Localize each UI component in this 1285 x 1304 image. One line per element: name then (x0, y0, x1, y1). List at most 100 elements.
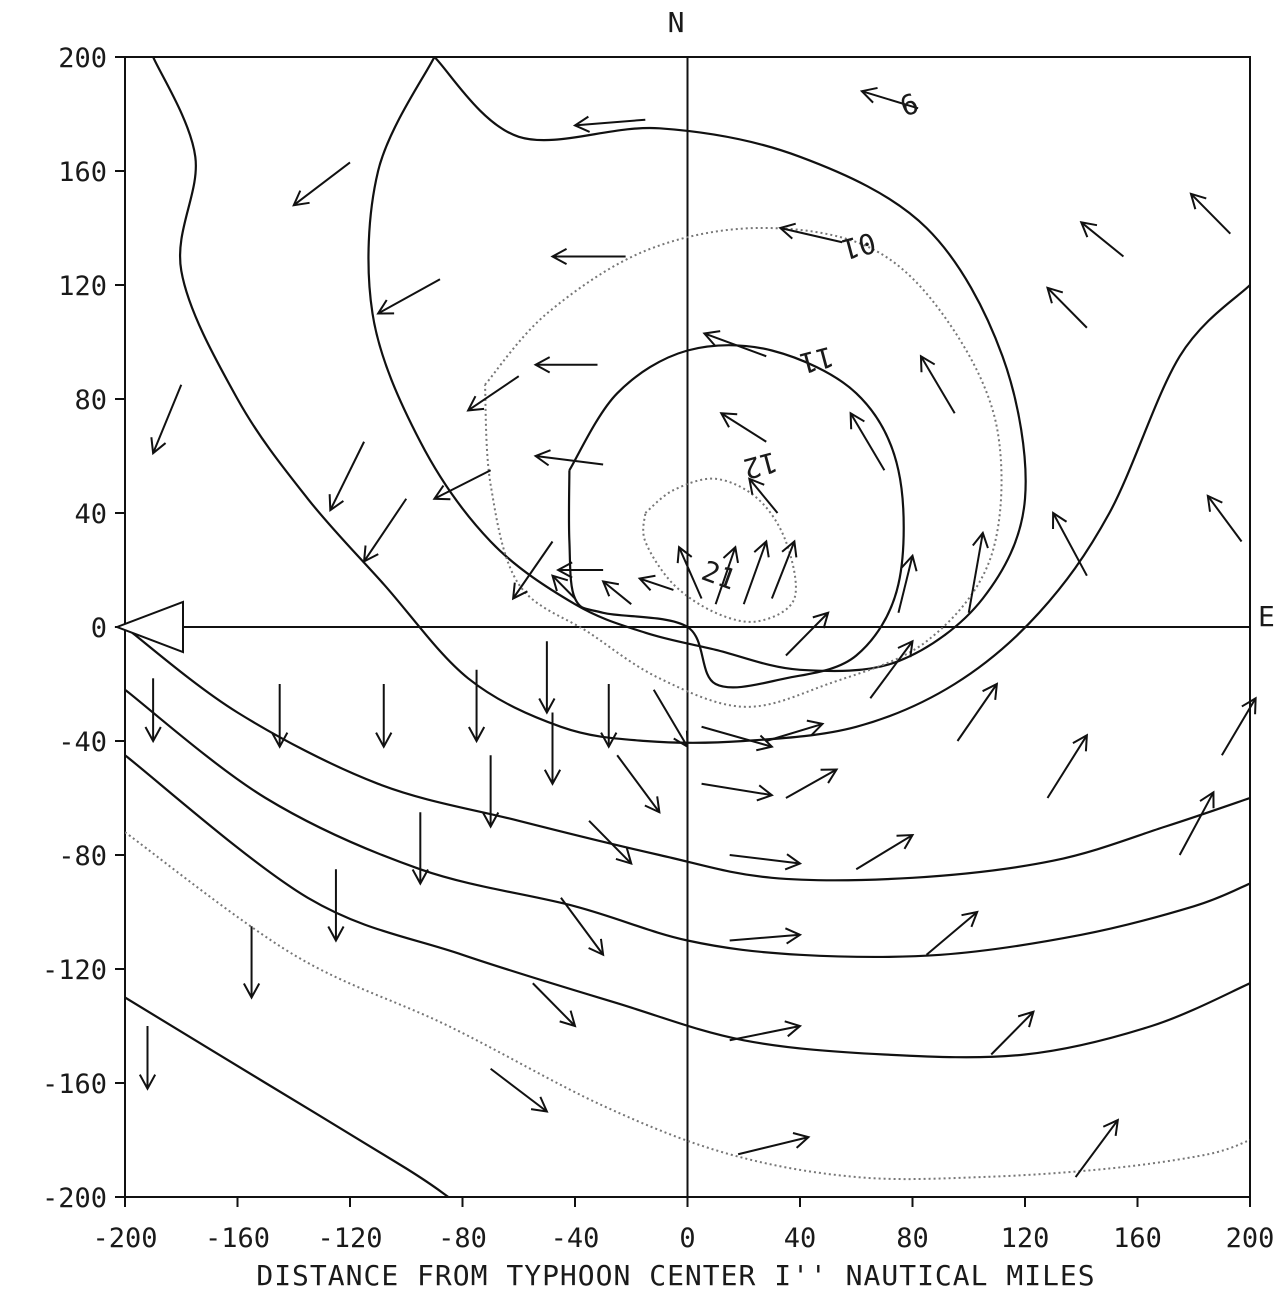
contour-line (567, 344, 905, 689)
contour-line (125, 626, 1250, 882)
wind-vectors (138, 86, 1257, 1178)
y-tick-label: 40 (74, 499, 107, 530)
contour-labels: 6 01 11 12 21 (697, 87, 922, 597)
wind-vector-arrow (897, 553, 918, 613)
wind-vector-arrow (1079, 220, 1125, 258)
wind-vector-arrow (748, 477, 779, 514)
axis-ticks: -200 -160 -120 -80 -40 0 40 80 120 160 20020016012… (42, 43, 1274, 1254)
wind-vector-arrow (737, 1132, 811, 1156)
north-label: N (668, 6, 685, 39)
contour-line (125, 688, 1250, 959)
wind-vector-arrow (919, 354, 956, 414)
wind-vector-arrow (1221, 696, 1257, 756)
wind-vector-arrow (432, 469, 492, 501)
wind-vector-arrow (482, 755, 500, 829)
wind-vector-arrow (550, 247, 626, 266)
wind-vector-arrow (714, 545, 739, 605)
wind-vector-arrow (243, 926, 261, 1000)
storm-motion-triangle (114, 600, 184, 654)
wind-vector-arrow (1206, 494, 1243, 543)
x-tick-label: -160 (205, 1223, 270, 1254)
wind-vector-arrow (376, 278, 441, 315)
wind-vector-arrow (778, 222, 843, 244)
wind-vector-arrow (637, 574, 674, 591)
wind-vector-arrow (601, 580, 632, 605)
x-tick-label: -200 (92, 1223, 157, 1254)
contour-line-dotted (125, 831, 1250, 1181)
wind-vector-arrow (600, 684, 618, 749)
wind-vector-arrow (533, 449, 604, 467)
wind-vector-arrow (849, 411, 886, 471)
typhoon-center-marker (114, 600, 184, 654)
x-tick-label: 160 (1113, 1223, 1162, 1254)
wind-vector-arrow (556, 561, 604, 579)
contour-label: 11 (796, 339, 837, 380)
wind-vector-arrow (859, 86, 919, 110)
wind-vector-arrow (925, 910, 979, 956)
y-tick-label: -40 (58, 727, 107, 758)
y-tick-label: -80 (58, 841, 107, 872)
wind-vector-arrow (411, 812, 429, 886)
wind-vector-arrow (742, 539, 770, 605)
wind-vector-arrow (1074, 1118, 1120, 1178)
y-tick-label: 200 (58, 43, 107, 74)
y-tick-label: -200 (42, 1183, 107, 1214)
wind-vector-arrow (1189, 192, 1232, 235)
x-tick-label: 40 (784, 1223, 817, 1254)
x-tick-label: -120 (317, 1223, 382, 1254)
wind-vector-arrow (588, 820, 633, 866)
wind-vector-arrow (719, 412, 767, 443)
wind-vector-arrow (729, 1020, 803, 1042)
wind-vector-arrow (729, 853, 803, 871)
wind-vector-arrow (328, 441, 365, 513)
wind-vector-arrow (990, 1010, 1035, 1056)
x-tick-label: 80 (896, 1223, 929, 1254)
wind-vector-arrow (701, 725, 774, 752)
x-axis-title: DISTANCE FROM TYPHOON CENTER I'' NAUTICA… (256, 1259, 1095, 1292)
contour-line (125, 754, 1250, 1059)
wind-vector-arrow (560, 897, 605, 957)
wind-vector-arrow (551, 574, 576, 600)
wind-vector-arrow (1046, 286, 1088, 329)
wind-vector-arrow (956, 682, 999, 742)
wind-vector-arrow (785, 768, 839, 799)
y-tick-label: 120 (58, 271, 107, 302)
wind-vector-arrow (490, 1067, 549, 1113)
wind-vector-arrow (869, 639, 914, 699)
y-tick-label: -160 (42, 1069, 107, 1100)
contour-line (152, 57, 1250, 744)
wind-vector-arrow (138, 1026, 157, 1091)
wind-vector-arrow (327, 869, 345, 943)
contour-label: 6 (896, 87, 923, 124)
y-tick-label: 80 (74, 385, 107, 416)
wind-vector-arrow (150, 384, 183, 456)
wind-vector-arrow (538, 641, 556, 715)
wind-vector-arrow (1046, 733, 1088, 799)
y-tick-label: 160 (58, 157, 107, 188)
wind-vector-arrow (1052, 511, 1088, 577)
wind-vector-arrow (468, 669, 486, 744)
contour-label: 21 (697, 554, 740, 597)
east-label: E (1258, 600, 1275, 633)
x-tick-label: 0 (679, 1223, 695, 1254)
x-tick-label: 200 (1226, 1223, 1275, 1254)
wind-vector-arrow (785, 611, 830, 657)
contour-line-dotted (484, 226, 1003, 708)
wind-vector-arrow (543, 712, 562, 786)
contour-label: 01 (838, 225, 879, 266)
wind-vector-arrow (144, 678, 162, 744)
contour-line (125, 996, 450, 1197)
wind-vector-arrow (533, 356, 598, 374)
y-tick-label: -120 (42, 955, 107, 986)
wind-vector-arrow (466, 375, 520, 412)
wind-vector-arrow (362, 498, 408, 564)
wind-vector-arrow (572, 115, 646, 133)
wind-vector-arrow (271, 684, 289, 749)
wind-vector-arrow (375, 684, 393, 749)
wind-vector-arrow (701, 782, 774, 802)
wind-vector-arrow (532, 982, 577, 1028)
x-tick-label: -40 (551, 1223, 600, 1254)
wind-vector-arrow (616, 754, 661, 814)
wind-vector-arrow (292, 161, 351, 207)
